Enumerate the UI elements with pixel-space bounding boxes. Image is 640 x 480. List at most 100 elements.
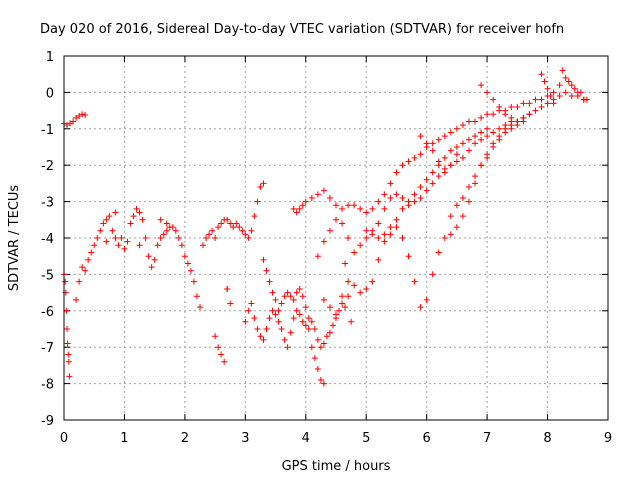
y-tick-label: -3 <box>41 196 54 211</box>
data-point <box>375 235 382 241</box>
data-point <box>369 278 376 285</box>
data-point <box>453 224 460 231</box>
data-point <box>502 111 509 118</box>
data-point <box>502 129 509 136</box>
data-point <box>305 326 312 332</box>
data-point <box>224 285 231 292</box>
y-tick-label: -5 <box>41 268 54 283</box>
data-point <box>320 340 327 347</box>
data-point <box>435 249 442 256</box>
data-point <box>547 93 554 100</box>
data-point <box>314 336 321 343</box>
data-point <box>399 194 406 201</box>
data-point <box>326 329 333 336</box>
data-point <box>184 260 191 267</box>
data-point <box>172 227 179 234</box>
data-point <box>296 205 303 212</box>
data-point <box>227 300 234 307</box>
data-point <box>275 307 282 314</box>
x-tick-label: 1 <box>120 431 128 446</box>
data-point <box>311 355 318 362</box>
data-point <box>526 111 533 118</box>
y-axis-label: SDTVAR / TECUs <box>7 185 22 292</box>
data-point <box>245 307 252 314</box>
data-point <box>91 242 98 249</box>
data-point <box>459 213 466 220</box>
data-point <box>215 344 222 351</box>
y-tick-label: -2 <box>41 159 54 174</box>
data-point <box>272 311 279 318</box>
data-point <box>266 278 273 285</box>
data-point <box>484 154 491 161</box>
data-point <box>411 191 418 198</box>
data-point <box>411 278 418 285</box>
data-point <box>399 235 406 241</box>
data-point <box>342 304 349 311</box>
data-point <box>339 220 346 227</box>
data-point <box>417 133 424 140</box>
x-tick-label: 5 <box>362 431 370 446</box>
data-point <box>64 326 71 332</box>
data-point <box>417 194 424 201</box>
data-point <box>308 194 315 201</box>
data-point <box>550 89 557 96</box>
data-point <box>160 231 167 238</box>
data-point <box>441 154 448 161</box>
data-point <box>351 249 358 256</box>
data-point <box>254 326 261 332</box>
data-point <box>381 231 388 238</box>
data-point <box>299 202 306 209</box>
data-point <box>375 220 382 227</box>
data-point <box>465 147 472 154</box>
data-point <box>269 289 276 296</box>
data-point <box>203 235 210 241</box>
data-point <box>496 125 503 132</box>
y-tick-label: -6 <box>41 305 54 320</box>
data-point <box>163 220 170 227</box>
data-point <box>94 235 101 241</box>
data-point <box>375 198 382 205</box>
data-point <box>299 293 306 300</box>
data-point <box>435 136 442 143</box>
x-tick-label: 6 <box>423 431 431 446</box>
data-point <box>484 89 491 96</box>
data-point <box>290 205 297 212</box>
data-point <box>532 96 539 103</box>
data-point <box>532 107 539 114</box>
data-point <box>577 89 584 96</box>
data-point <box>112 235 119 241</box>
data-point <box>115 242 122 249</box>
data-point <box>514 103 521 110</box>
data-point <box>490 144 497 150</box>
data-point <box>417 184 424 191</box>
data-point <box>314 366 321 373</box>
data-point <box>305 315 312 322</box>
data-point <box>275 318 282 325</box>
data-point <box>453 158 460 165</box>
data-point <box>393 216 400 223</box>
data-point <box>287 293 294 300</box>
data-point <box>399 205 406 212</box>
data-point <box>260 336 267 343</box>
data-point <box>453 125 460 132</box>
data-point <box>278 300 285 307</box>
data-point <box>472 180 479 187</box>
data-point <box>245 235 252 241</box>
data-point <box>251 213 258 220</box>
data-point <box>299 318 306 325</box>
data-point <box>65 358 72 365</box>
data-point <box>70 118 77 125</box>
axis-ticks: 0 1 2 3 4 5 6 7 8 910-1-2-3-4-5-6-7-8-9 <box>41 50 612 446</box>
data-point <box>583 96 590 103</box>
data-point <box>556 93 563 100</box>
data-point <box>393 224 400 231</box>
data-point <box>478 162 485 169</box>
data-point <box>559 67 566 74</box>
data-point <box>290 296 297 303</box>
data-point <box>157 235 164 241</box>
data-point <box>136 242 143 249</box>
data-point <box>145 253 152 260</box>
data-point <box>65 351 72 358</box>
data-point <box>565 78 572 85</box>
data-point <box>387 180 394 187</box>
